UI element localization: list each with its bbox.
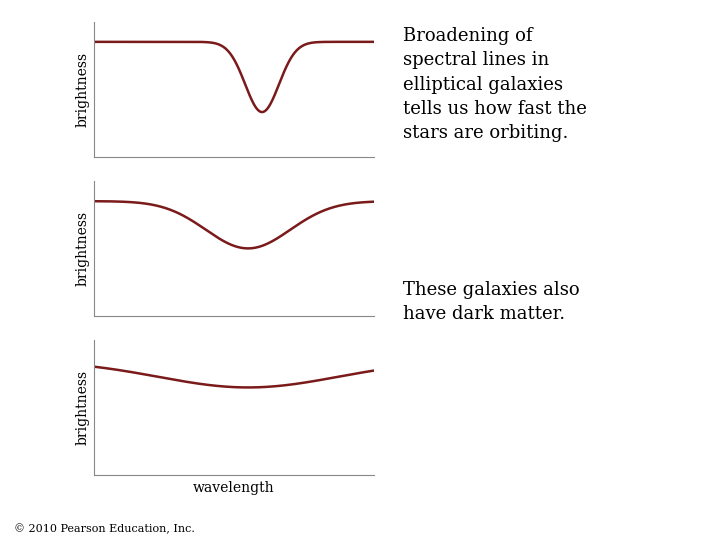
Text: © 2010 Pearson Education, Inc.: © 2010 Pearson Education, Inc. <box>14 524 195 535</box>
Y-axis label: brightness: brightness <box>76 211 89 286</box>
Y-axis label: brightness: brightness <box>76 370 89 446</box>
Y-axis label: brightness: brightness <box>76 51 89 127</box>
Text: Broadening of
spectral lines in
elliptical galaxies
tells us how fast the
stars : Broadening of spectral lines in elliptic… <box>403 27 587 142</box>
Text: These galaxies also
have dark matter.: These galaxies also have dark matter. <box>403 281 580 323</box>
X-axis label: wavelength: wavelength <box>193 481 275 495</box>
